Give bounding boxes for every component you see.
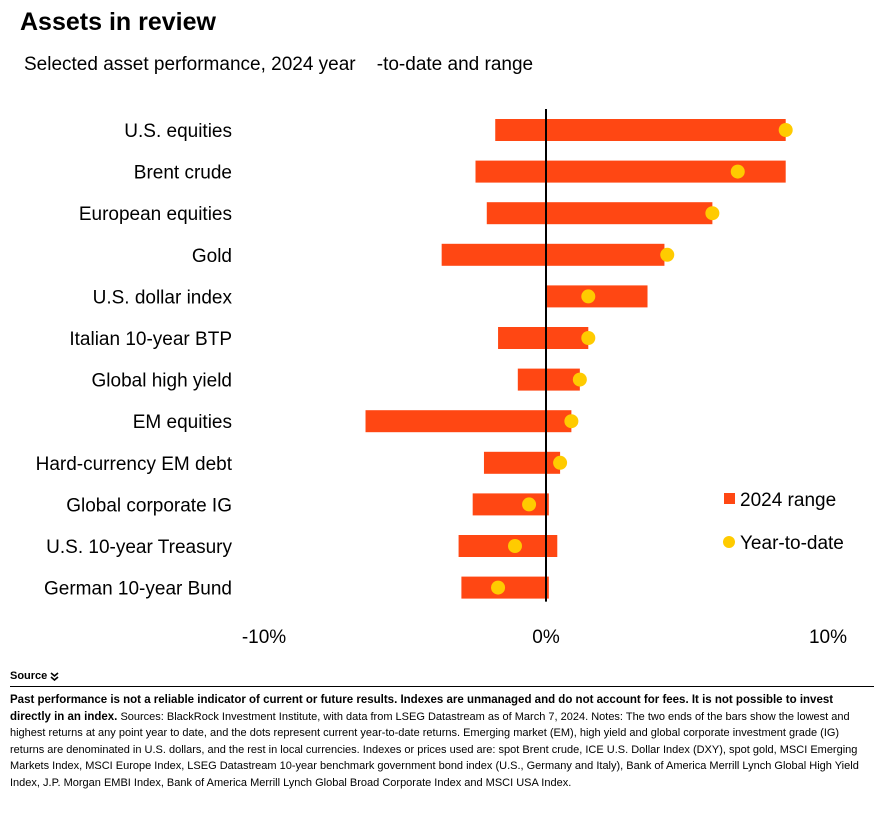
legend-range-label: 2024 range <box>740 490 836 511</box>
ytd-dot <box>581 289 596 304</box>
x-tick-label: 10% <box>809 627 847 648</box>
legend-ytd-swatch <box>723 536 735 548</box>
range-bar <box>498 327 589 349</box>
ytd-dot <box>564 414 579 429</box>
x-tick-label: 0% <box>532 627 560 648</box>
source-toggle[interactable]: Source <box>10 670 59 682</box>
category-labels-group: U.S. equities Brent crude European equitie… <box>36 121 233 600</box>
source-toggle-label: Source <box>10 670 48 682</box>
category-label: EM equities <box>133 412 232 433</box>
category-label: U.S. 10-year Treasury <box>46 537 232 558</box>
ytd-dot <box>522 497 537 512</box>
ytd-dots-group <box>491 123 793 595</box>
ytd-dot <box>705 206 720 221</box>
category-label: Italian 10-year BTP <box>69 329 232 350</box>
range-bar <box>495 119 786 141</box>
range-bar <box>517 368 580 391</box>
source-notes: Past performance is not a reliable indic… <box>10 692 872 791</box>
notes-text: Sources: BlackRock Investment Institute,… <box>10 710 859 789</box>
legend: 2024 range Year-to-date <box>723 490 844 554</box>
category-label: Global corporate IG <box>66 495 232 516</box>
legend-range-swatch <box>724 493 735 504</box>
ytd-dot <box>660 247 675 262</box>
ytd-dot <box>581 331 596 345</box>
range-bar <box>458 535 558 557</box>
category-label: Hard-currency EM debt <box>36 454 233 475</box>
category-label: Gold <box>192 246 232 267</box>
range-bar <box>475 160 786 183</box>
category-label: German 10-year Bund <box>44 579 232 600</box>
ytd-dot <box>491 580 506 595</box>
range-bar <box>483 451 561 474</box>
category-label: European equities <box>79 204 232 225</box>
chart-subtitle: Selected asset performance, 2024 year -t… <box>24 54 534 75</box>
range-bar <box>461 576 549 599</box>
category-label: U.S. equities <box>124 121 232 142</box>
ytd-dot <box>730 164 745 179</box>
range-dot-chart: U.S. equities Brent crude European equitie… <box>36 109 847 648</box>
range-bar <box>486 202 713 225</box>
chart-title: Assets in review <box>20 8 216 36</box>
category-label: Brent crude <box>134 163 232 184</box>
legend-ytd-label: Year-to-date <box>740 533 844 554</box>
range-bar <box>472 493 549 516</box>
category-label: Global high yield <box>92 371 232 392</box>
ytd-dot <box>778 123 793 137</box>
range-bar <box>365 410 572 433</box>
category-label: U.S. dollar index <box>93 287 233 308</box>
ytd-dot <box>553 455 568 470</box>
ytd-dot <box>572 372 587 387</box>
x-tick-labels-group: -10% 0% 10% <box>242 627 847 648</box>
range-bar <box>441 243 665 266</box>
x-tick-label: -10% <box>242 627 286 648</box>
range-bars-group <box>365 109 786 602</box>
range-bar <box>546 285 648 308</box>
double-chevron-down-icon <box>50 671 59 681</box>
disclaimer-text: Past performance is not a reliable indic… <box>10 694 834 723</box>
ytd-dot <box>507 539 522 553</box>
source-divider <box>10 686 874 687</box>
